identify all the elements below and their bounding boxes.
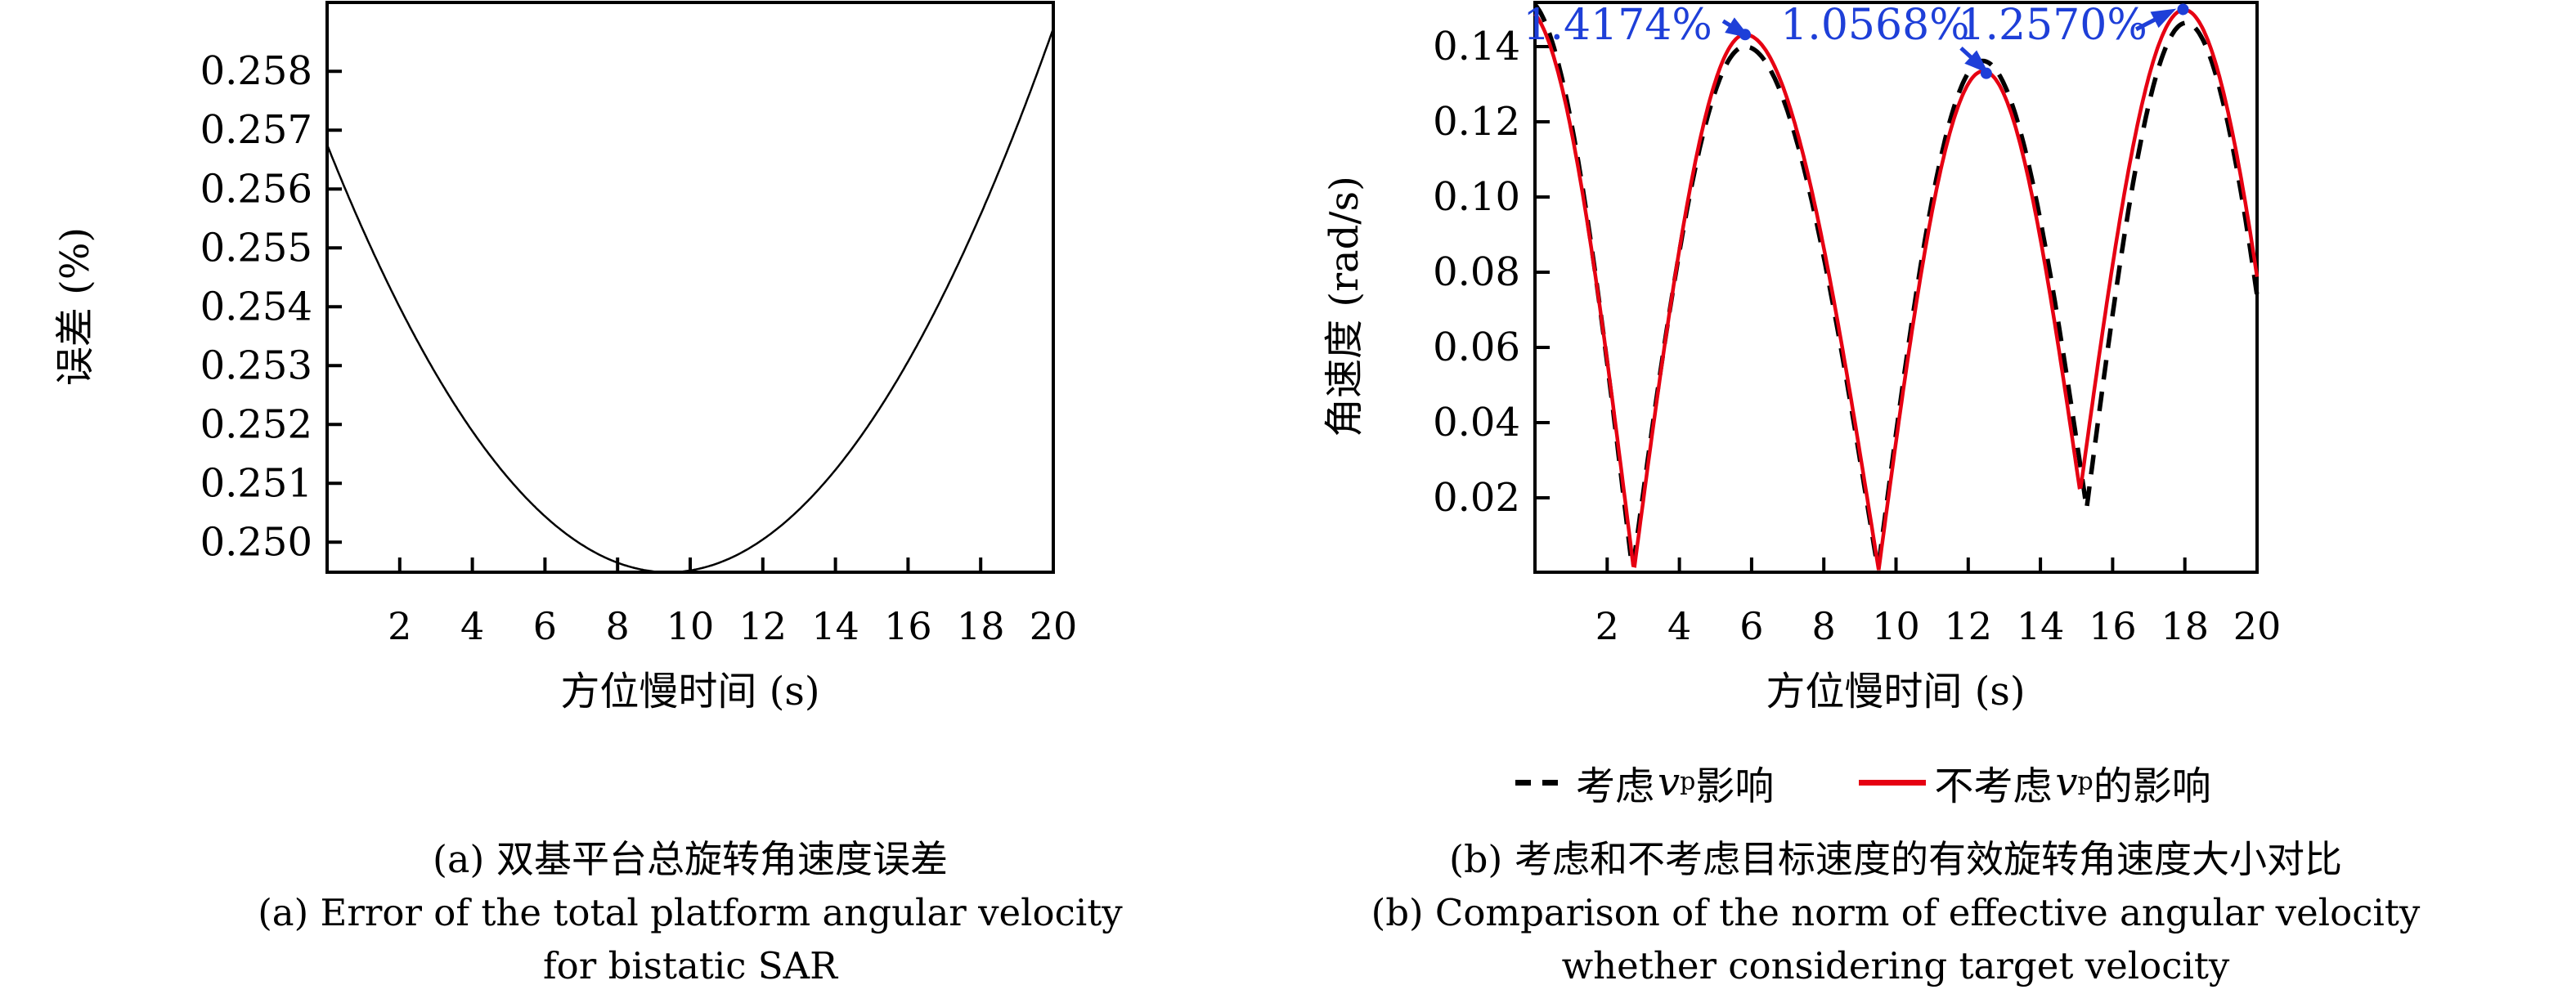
chart-a-canvas: 2 4 6 8 10 12 14 16 18 20 0.250 0.251 0.252 0.253 0.25…: [52, 1, 1078, 714]
caption-a-english-line2: for bistatic SAR: [543, 944, 837, 987]
y-tick-label: 0.12: [1433, 99, 1520, 145]
legend-label: 考虑: [1576, 763, 1655, 809]
caption-b-chinese: (b) 考虑和不考虑目标速度的有效旋转角速度大小对比: [1449, 837, 2342, 881]
x-axis-title: 方位慢时间 (s): [560, 669, 819, 714]
solid-line-swatch: [1859, 779, 1927, 786]
x-tick-label: 2: [388, 604, 411, 648]
y-tick-label: 0.08: [1433, 249, 1520, 295]
y-tick-label: 0.252: [200, 401, 312, 447]
y-axis-title: 角速度 (rad/s): [1322, 176, 1367, 437]
legend-variable: v: [2055, 759, 2078, 805]
y-tick-label: 0.02: [1433, 475, 1520, 521]
x-tick-label: 16: [884, 604, 932, 648]
y-tick-label: 0.250: [200, 519, 312, 565]
legend-item-considering-vp: 考虑 v p 影响: [1515, 754, 1774, 811]
y-tick-label: 0.10: [1433, 174, 1520, 220]
x-tick-label: 12: [739, 604, 788, 648]
x-tick-label: 6: [533, 604, 557, 648]
dashed-line-swatch: [1515, 779, 1568, 786]
plot-border: [325, 1, 1055, 574]
x-tick-label: 18: [957, 604, 1005, 648]
x-tick-label: 8: [1812, 604, 1836, 648]
legend-variable: v: [1658, 759, 1681, 805]
x-tick-label: 4: [1667, 604, 1691, 648]
y-tick-label: 0.253: [200, 343, 312, 388]
annotation-arrowhead: [1964, 50, 1989, 74]
legend-item-not-considering-vp: 不考虑 v p 的影响: [1859, 754, 2211, 811]
annotation-label: 1.0568%: [1780, 1, 1969, 50]
x-tick-label: 4: [460, 604, 484, 648]
caption-b-english-line1: (b) Comparison of the norm of effective …: [1371, 891, 2421, 934]
x-tick-label: 20: [2233, 604, 2282, 648]
series-not-considering-vp: [325, 28, 1055, 574]
legend: 考虑 v p 影响 不考虑 v p 的影响: [1515, 754, 2211, 811]
legend-label: 的影响: [2093, 763, 2211, 809]
series-considering-vp: [1533, 2, 2260, 570]
caption-a-english-line1: (a) Error of the total platform angular …: [258, 891, 1123, 934]
x-tick-label: 10: [666, 604, 715, 648]
chart-error-bistatic-sar: 2 4 6 8 10 12 14 16 18 20 0.250 0.251 0.252 0.253 0.25…: [0, 0, 1288, 752]
y-tick-label: 0.251: [200, 460, 312, 506]
series-not-considering-vp: [1533, 7, 2260, 571]
y-tick-label: 0.257: [200, 107, 312, 153]
x-tick-label: 14: [811, 604, 859, 648]
annotation-dot: [1980, 67, 1992, 79]
x-tick-label: 18: [2161, 604, 2209, 648]
annotation-dot: [2177, 3, 2189, 16]
y-tick-label: 0.254: [200, 284, 312, 329]
x-tick-label: 20: [1030, 604, 1078, 648]
y-tick-label: 0.14: [1433, 24, 1520, 69]
x-tick-label: 6: [1739, 604, 1763, 648]
y-tick-label: 0.258: [200, 48, 312, 94]
y-axis-title: 误差 (%): [52, 227, 98, 386]
x-axis-title: 方位慢时间 (s): [1766, 669, 2025, 714]
caption-b-english-line2: whether considering target velocity: [1561, 944, 2230, 987]
y-tick-label: 0.255: [200, 225, 312, 271]
y-tick-label: 0.04: [1433, 400, 1520, 446]
x-tick-label: 10: [1872, 604, 1920, 648]
caption-a: (a) 双基平台总旋转角速度误差 (a) Error of the total …: [159, 832, 1222, 992]
annotation-label: 1.4174%: [1523, 1, 1712, 50]
x-tick-label: 12: [1945, 604, 1993, 648]
caption-b: (b) 考虑和不考虑目标速度的有效旋转角速度大小对比 (b) Compariso…: [1364, 832, 2427, 992]
x-tick-label: 8: [606, 604, 630, 648]
annotation-label: 1.2570%: [1958, 1, 2147, 50]
y-tick-label: 0.256: [200, 166, 312, 212]
annotation-arrowhead: [2150, 8, 2177, 29]
x-tick-label: 2: [1595, 604, 1619, 648]
annotation-dot: [1739, 29, 1751, 41]
y-tick-label: 0.06: [1433, 325, 1520, 370]
x-tick-label: 16: [2089, 604, 2137, 648]
legend-label: 不考虑: [1934, 763, 2053, 809]
legend-label: 影响: [1695, 763, 1775, 809]
x-tick-label: 14: [2017, 604, 2065, 648]
chart-angular-velocity-comparison: 2 4 6 8 10 12 14 16 18 20 0.02 0.04 0.06 0.08 0.10 0.12…: [1288, 0, 2576, 752]
caption-a-chinese: (a) 双基平台总旋转角速度误差: [433, 837, 948, 881]
chart-b-canvas: 2 4 6 8 10 12 14 16 18 20 0.02 0.04 0.06 0.08 0.10 0.12…: [1322, 1, 2282, 714]
